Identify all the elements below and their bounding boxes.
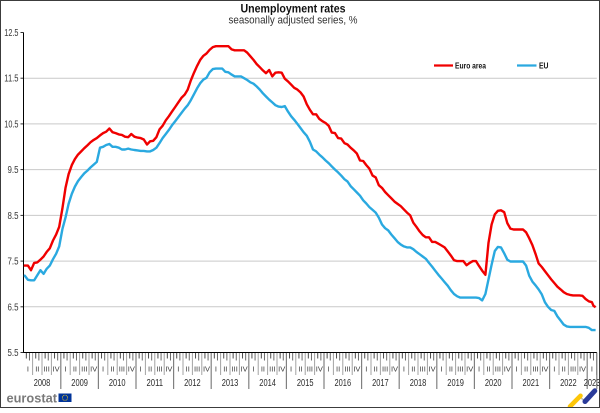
svg-text:III: III — [81, 365, 87, 374]
svg-text:IV: IV — [278, 365, 285, 374]
svg-text:I: I — [215, 365, 217, 374]
svg-text:IV: IV — [241, 365, 248, 374]
svg-text:2021: 2021 — [523, 378, 540, 389]
svg-text:7.5: 7.5 — [8, 257, 19, 268]
svg-text:I: I — [252, 365, 254, 374]
svg-text:2013: 2013 — [222, 378, 239, 389]
svg-text:2022: 2022 — [560, 378, 577, 389]
svg-text:I: I — [403, 365, 405, 374]
svg-text:III: III — [232, 365, 238, 374]
svg-text:III: III — [344, 365, 350, 374]
svg-text:II: II — [486, 365, 490, 374]
svg-text:III: III — [457, 365, 463, 374]
svg-text:III: III — [382, 365, 388, 374]
svg-text:2020: 2020 — [485, 378, 502, 389]
svg-text:II: II — [110, 365, 114, 374]
svg-text:IV: IV — [165, 365, 172, 374]
svg-text:12.5: 12.5 — [4, 28, 19, 39]
svg-text:Euro area: Euro area — [455, 61, 486, 71]
svg-text:seasonally adjusted series, %: seasonally adjusted series, % — [229, 15, 358, 27]
svg-text:III: III — [495, 365, 501, 374]
svg-text:III: III — [194, 365, 200, 374]
svg-text:II: II — [336, 365, 340, 374]
svg-text:IV: IV — [466, 365, 473, 374]
svg-text:II: II — [223, 365, 227, 374]
svg-text:II: II — [411, 365, 415, 374]
svg-text:I: I — [102, 365, 104, 374]
svg-text:IV: IV — [541, 365, 548, 374]
svg-text:2017: 2017 — [372, 378, 389, 389]
svg-text:2016: 2016 — [335, 378, 352, 389]
svg-text:IV: IV — [90, 365, 97, 374]
svg-text:6.5: 6.5 — [8, 302, 19, 313]
svg-text:8.5: 8.5 — [8, 211, 19, 222]
svg-text:I: I — [591, 365, 593, 374]
svg-text:III: III — [156, 365, 162, 374]
svg-text:2008: 2008 — [34, 378, 51, 389]
svg-text:IV: IV — [128, 365, 135, 374]
svg-text:II: II — [35, 365, 39, 374]
svg-text:III: III — [269, 365, 275, 374]
svg-text:II: II — [186, 365, 190, 374]
svg-text:2011: 2011 — [147, 378, 164, 389]
svg-text:Unemployment rates: Unemployment rates — [241, 2, 346, 16]
svg-text:III: III — [570, 365, 576, 374]
svg-text:IV: IV — [579, 365, 586, 374]
svg-text:10.5: 10.5 — [4, 119, 19, 130]
svg-text:2009: 2009 — [71, 378, 88, 389]
svg-text:III: III — [44, 365, 50, 374]
svg-text:2023: 2023 — [584, 378, 600, 389]
svg-text:I: I — [27, 365, 29, 374]
svg-text:II: II — [148, 365, 152, 374]
svg-text:IV: IV — [391, 365, 398, 374]
svg-text:I: I — [290, 365, 292, 374]
svg-text:III: III — [420, 365, 426, 374]
svg-text:II: II — [73, 365, 77, 374]
svg-text:2010: 2010 — [109, 378, 126, 389]
svg-text:I: I — [440, 365, 442, 374]
svg-text:II: II — [261, 365, 265, 374]
svg-text:2012: 2012 — [184, 378, 201, 389]
svg-text:IV: IV — [316, 365, 323, 374]
svg-text:EU: EU — [539, 61, 549, 71]
svg-text:I: I — [553, 365, 555, 374]
svg-text:I: I — [365, 365, 367, 374]
svg-text:II: II — [524, 365, 528, 374]
svg-text:IV: IV — [429, 365, 436, 374]
svg-text:I: I — [64, 365, 66, 374]
svg-text:IV: IV — [203, 365, 210, 374]
svg-text:III: III — [532, 365, 538, 374]
svg-text:II: II — [449, 365, 453, 374]
svg-text:I: I — [177, 365, 179, 374]
svg-text:eurostat: eurostat — [7, 392, 58, 406]
svg-text:II: II — [298, 365, 302, 374]
svg-text:9.5: 9.5 — [8, 165, 19, 176]
svg-text:2019: 2019 — [447, 378, 464, 389]
svg-text:I: I — [328, 365, 330, 374]
svg-text:IV: IV — [504, 365, 511, 374]
svg-text:I: I — [516, 365, 518, 374]
svg-text:2018: 2018 — [410, 378, 427, 389]
svg-text:III: III — [119, 365, 125, 374]
svg-text:III: III — [307, 365, 313, 374]
svg-text:IV: IV — [53, 365, 60, 374]
svg-text:I: I — [478, 365, 480, 374]
svg-text:11.5: 11.5 — [4, 74, 19, 85]
svg-text:II: II — [374, 365, 378, 374]
svg-text:2014: 2014 — [259, 378, 276, 389]
svg-text:II: II — [562, 365, 566, 374]
svg-text:5.5: 5.5 — [8, 348, 19, 359]
svg-text:I: I — [140, 365, 142, 374]
svg-text:IV: IV — [353, 365, 360, 374]
svg-text:2015: 2015 — [297, 378, 314, 389]
